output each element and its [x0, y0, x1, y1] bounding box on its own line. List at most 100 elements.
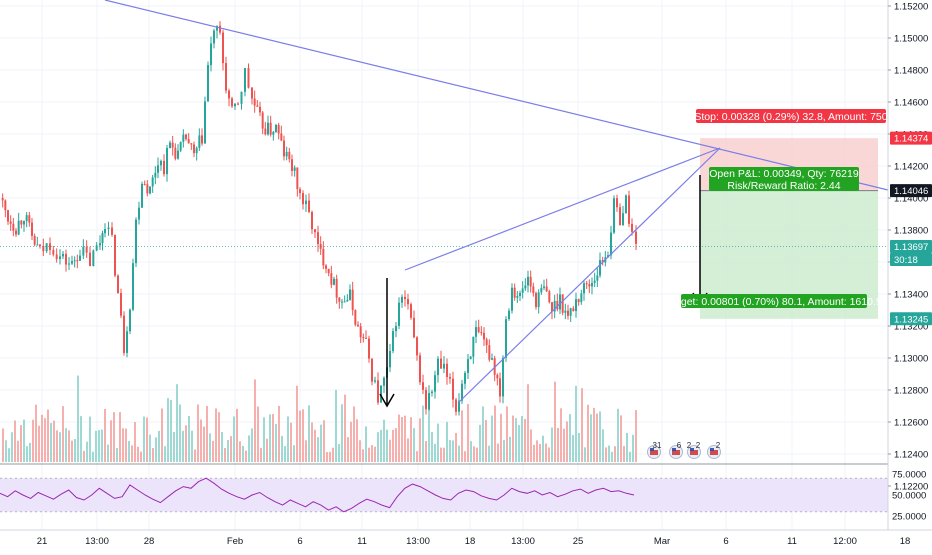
- candle[interactable]: [425, 389, 427, 410]
- candle[interactable]: [428, 393, 430, 410]
- candle[interactable]: [169, 142, 171, 149]
- candle[interactable]: [20, 220, 23, 225]
- candle[interactable]: [277, 124, 280, 134]
- price-badge[interactable]: [890, 312, 932, 326]
- candle[interactable]: [207, 65, 209, 102]
- candle[interactable]: [431, 391, 433, 394]
- open-pnl-label[interactable]: Open P&L: 0.00349, Qty: 76219Risk/Reward…: [709, 167, 859, 192]
- wedge-upper-line[interactable]: [404, 147, 721, 271]
- candle[interactable]: [210, 43, 212, 66]
- candle[interactable]: [567, 310, 569, 316]
- candle[interactable]: [314, 229, 316, 233]
- candle[interactable]: [389, 350, 391, 368]
- candle[interactable]: [308, 200, 310, 212]
- candle[interactable]: [132, 263, 134, 310]
- candle[interactable]: [311, 211, 313, 230]
- candle[interactable]: [374, 380, 376, 382]
- candle[interactable]: [395, 325, 397, 332]
- candle[interactable]: [455, 399, 457, 412]
- candle[interactable]: [543, 286, 545, 288]
- candles[interactable]: [1, 21, 637, 416]
- candle[interactable]: [154, 172, 157, 178]
- candle[interactable]: [317, 232, 319, 245]
- candle[interactable]: [49, 243, 51, 250]
- candle[interactable]: [225, 63, 227, 91]
- candle[interactable]: [111, 227, 113, 235]
- candle[interactable]: [357, 324, 359, 327]
- candle[interactable]: [126, 331, 128, 353]
- candle[interactable]: [285, 151, 288, 157]
- candle[interactable]: [283, 140, 285, 157]
- candle[interactable]: [251, 87, 253, 99]
- candle[interactable]: [532, 286, 535, 294]
- candle[interactable]: [12, 223, 15, 231]
- candle[interactable]: [591, 282, 593, 287]
- candle[interactable]: [548, 291, 551, 303]
- candle[interactable]: [499, 378, 501, 397]
- candle[interactable]: [496, 374, 499, 379]
- candle[interactable]: [107, 227, 110, 230]
- candle[interactable]: [446, 363, 448, 378]
- candle[interactable]: [434, 375, 436, 392]
- stop-label[interactable]: Stop: 0.00328 (0.29%) 32.8, Amount: 750: [694, 109, 888, 123]
- candle[interactable]: [213, 30, 215, 44]
- candle[interactable]: [201, 135, 203, 144]
- candle[interactable]: [502, 357, 504, 397]
- drawings[interactable]: [0, 0, 889, 408]
- candle[interactable]: [359, 326, 362, 338]
- candle[interactable]: [73, 260, 76, 262]
- candle[interactable]: [23, 221, 25, 225]
- candle[interactable]: [7, 210, 9, 222]
- candle[interactable]: [585, 283, 588, 285]
- candle[interactable]: [601, 260, 604, 263]
- candle[interactable]: [247, 68, 250, 88]
- candle[interactable]: [422, 382, 424, 390]
- candle[interactable]: [561, 294, 564, 313]
- candle[interactable]: [535, 293, 537, 308]
- candle[interactable]: [76, 260, 79, 262]
- candle[interactable]: [288, 151, 291, 160]
- candle[interactable]: [401, 296, 403, 303]
- position-labels[interactable]: Stop: 0.00328 (0.29%) 32.8, Amount: 750 O…: [666, 109, 888, 308]
- candle[interactable]: [264, 128, 267, 135]
- candle[interactable]: [272, 131, 275, 135]
- candle[interactable]: [240, 91, 243, 104]
- candle[interactable]: [79, 255, 81, 261]
- candle[interactable]: [365, 337, 367, 339]
- candle[interactable]: [407, 299, 409, 305]
- candle[interactable]: [82, 246, 85, 256]
- candle[interactable]: [333, 278, 335, 285]
- candle[interactable]: [325, 265, 327, 269]
- candle[interactable]: [521, 288, 524, 293]
- candle[interactable]: [55, 254, 58, 260]
- candle[interactable]: [346, 299, 349, 302]
- candle[interactable]: [31, 222, 33, 236]
- candle[interactable]: [622, 213, 624, 226]
- candle[interactable]: [253, 98, 256, 106]
- candle[interactable]: [219, 25, 221, 33]
- candle[interactable]: [413, 317, 415, 338]
- candle[interactable]: [280, 133, 283, 141]
- candle[interactable]: [275, 124, 277, 132]
- candle[interactable]: [171, 142, 174, 148]
- candle[interactable]: [572, 308, 575, 312]
- candle[interactable]: [461, 383, 463, 401]
- candle[interactable]: [104, 229, 106, 234]
- price-badge[interactable]: [890, 239, 932, 253]
- candle[interactable]: [28, 215, 31, 223]
- time-axis[interactable]: 21 13:00 28 Feb 6 11 13:00 18 13:00 25 Mar 6 11 12:00…: [0, 529, 932, 550]
- target-label[interactable]: Target: 0.00801 (0.70%) 80.1, Amount: 16…: [666, 294, 882, 308]
- candle[interactable]: [267, 122, 269, 135]
- candle[interactable]: [619, 207, 621, 226]
- candle[interactable]: [198, 135, 201, 148]
- candle[interactable]: [187, 139, 190, 144]
- candle[interactable]: [138, 207, 140, 220]
- candle[interactable]: [575, 299, 577, 312]
- candle[interactable]: [577, 299, 580, 303]
- candle[interactable]: [166, 148, 168, 175]
- candle[interactable]: [392, 331, 394, 351]
- candle[interactable]: [45, 243, 48, 252]
- candle[interactable]: [193, 144, 195, 154]
- candle[interactable]: [349, 289, 351, 300]
